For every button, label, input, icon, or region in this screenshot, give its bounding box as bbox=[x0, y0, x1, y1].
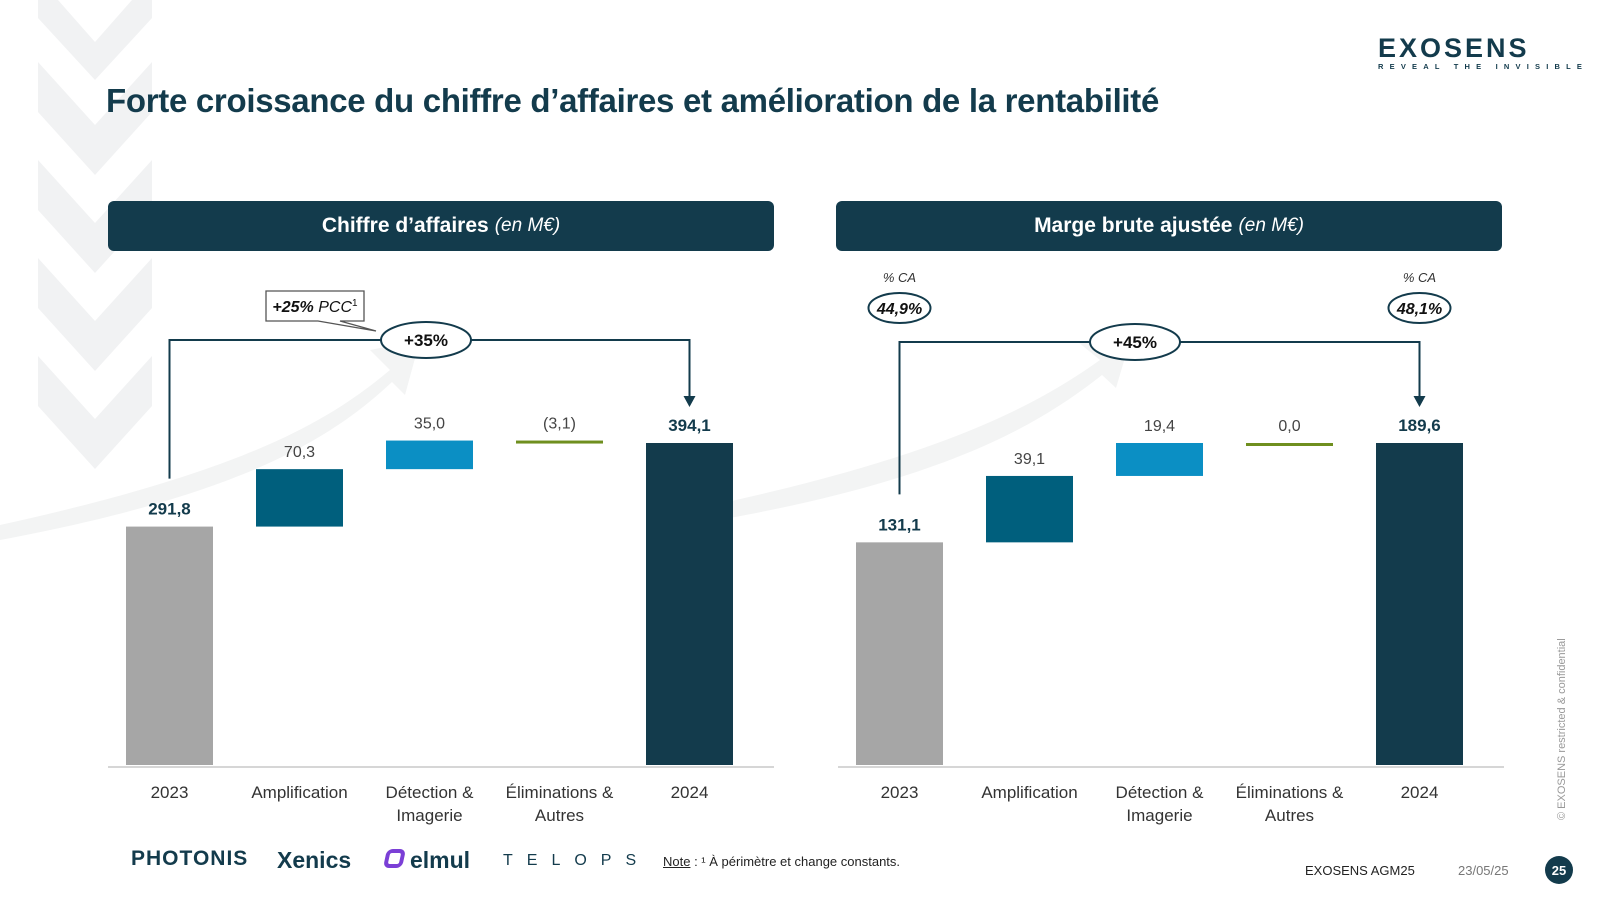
category-label: Détection & Imagerie bbox=[1116, 783, 1205, 825]
category-label: Détection & Imagerie bbox=[386, 783, 475, 825]
bar-éliminations-autres bbox=[1246, 443, 1333, 446]
brand-telops: TELOPS bbox=[503, 852, 651, 869]
logo-tagline: REVEAL THE INVISIBLE bbox=[1378, 62, 1589, 71]
category-label: Éliminations & Autres bbox=[506, 783, 614, 825]
growth-oval bbox=[380, 321, 472, 359]
data-label: 394,1 bbox=[668, 416, 711, 435]
revenue-waterfall-chart: 291,8 2023 70,3 Amplification 35,0 Détection … bbox=[108, 290, 774, 825]
footnote: Note : ¹ À périmètre et change constants… bbox=[663, 854, 900, 869]
bar-détection-imagerie bbox=[386, 440, 473, 470]
bar-2023 bbox=[126, 526, 213, 765]
event-date: 23/05/25 bbox=[1458, 863, 1509, 878]
category-label: 2023 bbox=[881, 783, 919, 802]
revenue-panel-unit: (en M€) bbox=[494, 215, 561, 236]
margin-panel-title: Marge brute ajustée bbox=[1034, 214, 1233, 237]
brand-xenics: Xenics bbox=[277, 847, 352, 873]
data-label: 70,3 bbox=[284, 444, 315, 461]
revenue-panel-header: Chiffre d’affaires (en M€) bbox=[108, 201, 774, 251]
data-label: 39,1 bbox=[1014, 451, 1045, 468]
growth-label: +35% bbox=[404, 331, 448, 350]
event-name: EXOSENS AGM25 bbox=[1305, 863, 1415, 878]
category-label: Amplification bbox=[981, 783, 1077, 802]
growth-arrow-head bbox=[1413, 396, 1426, 407]
bar-2024 bbox=[1376, 443, 1463, 765]
margin-oval bbox=[867, 292, 932, 324]
growth-label: +45% bbox=[1113, 333, 1157, 352]
data-label: 291,8 bbox=[148, 500, 191, 519]
bar-2023 bbox=[856, 542, 943, 765]
category-label: 2024 bbox=[1401, 783, 1439, 802]
data-label: (3,1) bbox=[543, 416, 576, 433]
data-label: 35,0 bbox=[414, 416, 445, 433]
margin-waterfall-chart: 131,1 2023 39,1 Amplification 19,4 Détection … bbox=[838, 270, 1504, 825]
bar-éliminations-autres bbox=[516, 440, 603, 444]
margin-2024-label: 48,1% bbox=[1396, 301, 1442, 318]
margin-caption: % CA bbox=[1403, 270, 1436, 285]
pcc-callout-box bbox=[265, 290, 377, 332]
data-label: 131,1 bbox=[878, 515, 921, 534]
margin-2023-label: 44,9% bbox=[876, 301, 922, 318]
margin-oval bbox=[1387, 292, 1452, 324]
logo-name: EXOSENS bbox=[1378, 33, 1530, 63]
growth-arrow-head bbox=[683, 396, 696, 407]
data-label: 189,6 bbox=[1398, 416, 1441, 435]
exosens-logo: EXOSENS REVEAL THE INVISIBLE bbox=[1378, 33, 1589, 71]
category-label: Amplification bbox=[251, 783, 347, 802]
bar-2024 bbox=[646, 443, 733, 765]
data-label: 19,4 bbox=[1144, 418, 1175, 435]
brand-photonis: PHOTONIS bbox=[131, 847, 249, 870]
data-label: 0,0 bbox=[1278, 418, 1300, 435]
category-label: 2023 bbox=[151, 783, 189, 802]
bar-détection-imagerie bbox=[1116, 443, 1203, 476]
page-number: 25 bbox=[1545, 856, 1573, 884]
category-label: Éliminations & Autres bbox=[1236, 783, 1344, 825]
footnote-text: : ¹ À périmètre et change constants. bbox=[690, 854, 901, 869]
margin-panel-unit: (en M€) bbox=[1238, 215, 1304, 236]
page-title: Forte croissance du chiffre d’affaires e… bbox=[106, 82, 1160, 119]
revenue-panel-title: Chiffre d’affaires bbox=[321, 214, 489, 237]
bar-amplification bbox=[986, 475, 1073, 543]
growth-oval bbox=[1089, 323, 1181, 361]
margin-caption: % CA bbox=[883, 270, 916, 285]
pcc-callout-text: +25% PCC1 bbox=[272, 298, 358, 316]
footnote-label: Note bbox=[663, 854, 691, 869]
category-label: 2024 bbox=[671, 783, 709, 802]
bar-amplification bbox=[256, 469, 343, 527]
margin-panel-header: Marge brute ajustée (en M€) bbox=[836, 201, 1502, 251]
brand-elmul: elmul bbox=[410, 847, 471, 873]
confidential-notice: © EXOSENS restricted & confidential bbox=[1556, 638, 1568, 820]
